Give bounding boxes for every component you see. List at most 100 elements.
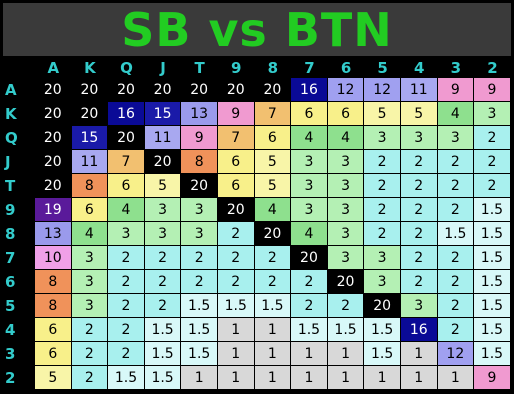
grid-cell: 20 bbox=[291, 246, 328, 270]
page-title: SB vs BTN bbox=[121, 2, 393, 57]
grid-cell: 1 bbox=[400, 342, 438, 366]
grid-cell: 3 bbox=[400, 294, 438, 318]
grid-cell: 1 bbox=[254, 366, 292, 390]
grid-cell: 1.5 bbox=[254, 294, 292, 318]
grid-cell: 1 bbox=[364, 366, 401, 390]
row-header: 9 bbox=[5, 201, 16, 219]
grid-cell: 11 bbox=[400, 78, 438, 102]
grid-cell: 6 bbox=[108, 174, 145, 198]
grid-cell: 2 bbox=[108, 246, 145, 270]
grid-cell: 1 bbox=[254, 342, 292, 366]
grid-cell: 2 bbox=[108, 342, 145, 366]
grid-cell: 3 bbox=[181, 198, 218, 222]
grid-cell: 20 bbox=[35, 78, 72, 102]
grid-cell: 2 bbox=[217, 246, 255, 270]
grid-cell: 2 bbox=[437, 318, 475, 342]
grid-cell: 20 bbox=[181, 78, 218, 102]
grid-cell: 7 bbox=[254, 102, 292, 126]
grid-cell: 2 bbox=[400, 150, 438, 174]
grid-cell: 2 bbox=[71, 318, 109, 342]
grid-cell: 9 bbox=[474, 366, 511, 390]
grid-cell: 3 bbox=[291, 198, 328, 222]
title-bar: SB vs BTN bbox=[3, 3, 511, 56]
grid-cell: 2 bbox=[437, 270, 475, 294]
grid-cell: 20 bbox=[71, 78, 109, 102]
grid-cell: 2 bbox=[108, 270, 145, 294]
grid-cell: 13 bbox=[181, 102, 218, 126]
grid-cell: 3 bbox=[327, 246, 365, 270]
grid-cell: 20 bbox=[35, 150, 72, 174]
grid-cell: 11 bbox=[144, 126, 182, 150]
row-header: 3 bbox=[5, 345, 16, 363]
column-header: 2 bbox=[487, 59, 498, 77]
grid-cell: 2 bbox=[291, 294, 328, 318]
grid-cell: 16 bbox=[108, 102, 145, 126]
grid-cell: 1.5 bbox=[437, 222, 475, 246]
row-header: T bbox=[5, 177, 16, 195]
grid-cell: 6 bbox=[217, 150, 255, 174]
grid-cell: 1.5 bbox=[474, 246, 511, 270]
grid-cell: 4 bbox=[327, 126, 365, 150]
grid-cell: 1 bbox=[217, 342, 255, 366]
grid-cell: 2 bbox=[71, 342, 109, 366]
grid-cell: 12 bbox=[327, 78, 365, 102]
grid-cell: 1.5 bbox=[144, 366, 182, 390]
grid-cell: 8 bbox=[35, 294, 72, 318]
grid-cell: 2 bbox=[291, 270, 328, 294]
column-header: K bbox=[84, 59, 96, 77]
grid-cell: 3 bbox=[437, 126, 475, 150]
grid-cell: 5 bbox=[144, 174, 182, 198]
grid-cell: 1 bbox=[400, 366, 438, 390]
grid-cell: 2 bbox=[364, 222, 401, 246]
grid-cell: 2 bbox=[108, 318, 145, 342]
grid-cell: 3 bbox=[364, 270, 401, 294]
grid-cell: 1 bbox=[291, 342, 328, 366]
grid-cell: 6 bbox=[291, 102, 328, 126]
grid-cell: 2 bbox=[254, 270, 292, 294]
grid-cell: 2 bbox=[437, 198, 475, 222]
grid-corner bbox=[3, 58, 35, 78]
grid-cell: 4 bbox=[108, 198, 145, 222]
grid-cell: 12 bbox=[364, 78, 401, 102]
grid-cell: 10 bbox=[35, 246, 72, 270]
grid-cell: 1 bbox=[327, 342, 365, 366]
column-header: Q bbox=[120, 59, 133, 77]
grid-cell: 3 bbox=[474, 102, 511, 126]
grid-cell: 2 bbox=[144, 294, 182, 318]
grid-cell: 6 bbox=[35, 342, 72, 366]
grid-cell: 1.5 bbox=[474, 318, 511, 342]
grid-cell: 6 bbox=[35, 318, 72, 342]
grid-cell: 6 bbox=[71, 198, 109, 222]
grid-cell: 15 bbox=[71, 126, 109, 150]
grid-cell: 1.5 bbox=[474, 270, 511, 294]
grid-cell: 6 bbox=[327, 102, 365, 126]
row-header: K bbox=[5, 105, 17, 123]
row-header: 8 bbox=[5, 225, 16, 243]
grid-cell: 20 bbox=[35, 126, 72, 150]
grid-cell: 15 bbox=[144, 102, 182, 126]
grid-cell: 20 bbox=[35, 174, 72, 198]
row-header: 6 bbox=[5, 273, 16, 291]
grid-cell: 8 bbox=[35, 270, 72, 294]
grid-cell: 1 bbox=[437, 366, 475, 390]
grid-cell: 1 bbox=[217, 318, 255, 342]
grid-cell: 2 bbox=[474, 174, 511, 198]
column-header: T bbox=[194, 59, 205, 77]
grid-cell: 2 bbox=[181, 270, 218, 294]
grid-cell: 3 bbox=[327, 198, 365, 222]
grid-cell: 5 bbox=[400, 102, 438, 126]
grid-cell: 2 bbox=[327, 294, 365, 318]
grid-cell: 1 bbox=[254, 318, 292, 342]
grid-cell: 3 bbox=[71, 294, 109, 318]
row-header: Q bbox=[5, 129, 18, 147]
grid-cell: 20 bbox=[327, 270, 365, 294]
grid-cell: 1 bbox=[327, 366, 365, 390]
column-header: 4 bbox=[414, 59, 425, 77]
grid-cell: 20 bbox=[181, 174, 218, 198]
grid-cell: 3 bbox=[144, 222, 182, 246]
grid-cell: 7 bbox=[108, 150, 145, 174]
grid-cell: 3 bbox=[71, 270, 109, 294]
grid-cell: 2 bbox=[217, 270, 255, 294]
row-header: 4 bbox=[5, 321, 16, 339]
row-header: 2 bbox=[5, 369, 16, 387]
